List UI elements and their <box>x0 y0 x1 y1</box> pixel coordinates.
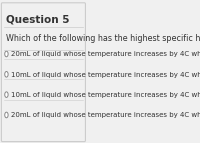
Text: 20mL of liquid whose temperature increases by 4C when 200J is added: 20mL of liquid whose temperature increas… <box>11 51 200 57</box>
Circle shape <box>5 72 8 77</box>
Circle shape <box>5 92 8 97</box>
Circle shape <box>5 112 8 118</box>
Text: 10mL of liquid whose temperature increases by 4C when 600J is added: 10mL of liquid whose temperature increas… <box>11 92 200 98</box>
FancyBboxPatch shape <box>1 3 85 142</box>
Circle shape <box>5 51 8 57</box>
Text: 20mL of liquid whose temperature increases by 4C when 300J is added: 20mL of liquid whose temperature increas… <box>11 112 200 118</box>
Text: 10mL of liquid whose temperature increases by 4C when 500 J is added: 10mL of liquid whose temperature increas… <box>11 72 200 78</box>
Text: Which of the following has the highest specific heat capacity: Which of the following has the highest s… <box>6 34 200 43</box>
Text: Question 5: Question 5 <box>6 14 69 24</box>
